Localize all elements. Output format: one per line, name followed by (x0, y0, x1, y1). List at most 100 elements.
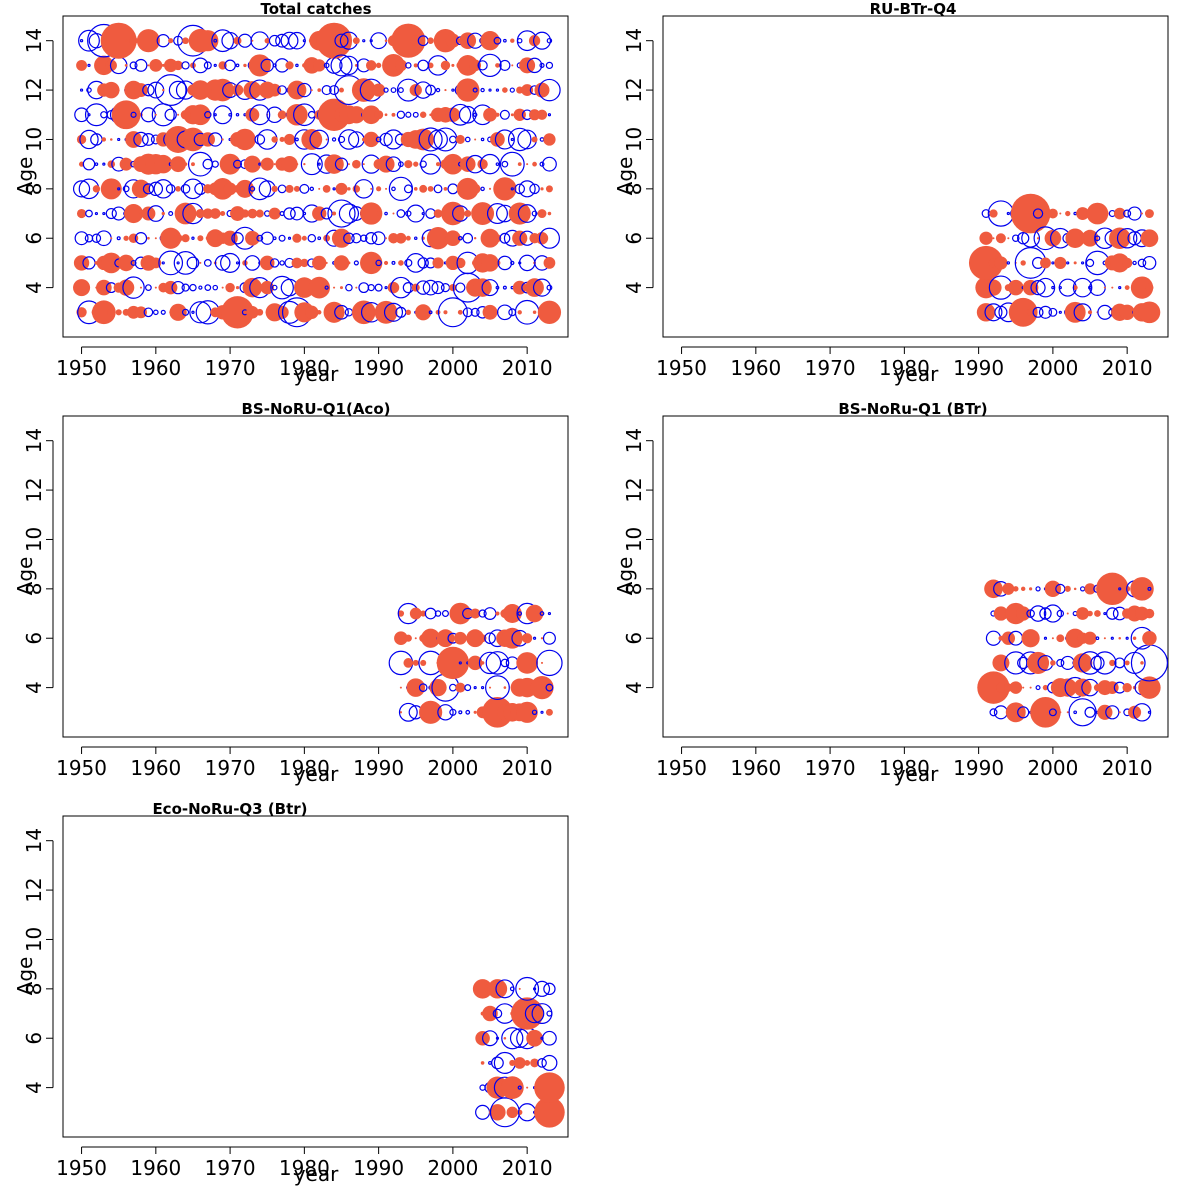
residual-bubble-negative (435, 87, 441, 93)
residual-bubble-positive (426, 227, 450, 250)
residual-bubble-positive (469, 59, 482, 72)
residual-bubble-positive (467, 655, 483, 671)
residual-bubble-positive (449, 602, 472, 625)
residual-bubble-positive (177, 113, 180, 116)
residual-bubble-positive (513, 108, 526, 121)
residual-bubble-negative (1056, 658, 1065, 667)
x-tick-label: 1980 (879, 756, 930, 780)
panel-title: BS-NoRu-Q1 (BTr) (838, 400, 987, 418)
residual-bubble-positive (303, 163, 306, 166)
residual-bubble-positive (1044, 229, 1062, 247)
plot-frame (62, 815, 569, 1138)
residual-bubble-negative (299, 183, 310, 194)
residual-bubble-positive (190, 80, 211, 100)
residual-bubble-negative (989, 708, 998, 717)
y-axis-title: Age (13, 557, 37, 596)
residual-bubble-positive (318, 187, 321, 190)
residual-bubble-negative (148, 181, 164, 197)
residual-bubble-negative (358, 282, 370, 294)
residual-bubble-positive (391, 112, 396, 117)
residual-bubble-negative (1051, 261, 1055, 265)
residual-bubble-negative (532, 31, 552, 50)
residual-bubble-positive (495, 611, 500, 616)
residual-bubble-negative (117, 187, 121, 191)
residual-bubble-positive (466, 629, 485, 648)
residual-bubble-positive (489, 686, 492, 689)
residual-bubble-positive (456, 78, 480, 102)
residual-bubble-positive (436, 646, 470, 680)
residual-bubble-positive (500, 1076, 524, 1100)
residual-bubble-negative (538, 78, 561, 102)
residual-bubble-positive (1076, 607, 1089, 620)
residual-bubble-negative (130, 259, 137, 266)
residual-bubble-negative (272, 236, 277, 241)
residual-bubble-negative (1078, 651, 1102, 675)
residual-bubble-positive (522, 633, 533, 644)
residual-bubble-positive (1097, 704, 1113, 720)
residual-bubble-negative (288, 31, 306, 50)
residual-bubble-negative (105, 207, 117, 220)
residual-bubble-positive (251, 138, 254, 141)
residual-bubble-positive (352, 159, 361, 169)
residual-bubble-negative (542, 1030, 557, 1046)
residual-bubble-negative (374, 283, 383, 292)
residual-bubble-positive (1008, 297, 1038, 327)
residual-bubble-negative (189, 301, 212, 324)
residual-bubble-negative (383, 302, 404, 322)
residual-bubble-positive (517, 1109, 523, 1115)
residual-bubble-positive (384, 113, 388, 117)
residual-bubble-positive (510, 113, 514, 117)
residual-bubble-negative (160, 309, 166, 315)
residual-bubble-negative (235, 261, 240, 265)
residual-bubble-negative (95, 230, 112, 247)
residual-bubble-positive (376, 211, 381, 216)
residual-bubble-positive (271, 136, 278, 143)
residual-bubble-positive (442, 153, 464, 175)
residual-bubble-positive (243, 63, 247, 68)
residual-bubble-positive (517, 310, 522, 315)
residual-bubble-negative (309, 186, 315, 192)
residual-bubble-positive (1087, 310, 1093, 315)
x-tick-label: 1960 (730, 356, 781, 380)
residual-bubble-positive (516, 652, 538, 674)
residual-bubble-positive (1040, 257, 1051, 269)
residual-bubble-negative (470, 307, 480, 317)
residual-bubble-positive (375, 62, 382, 69)
y-tick-label: 4 (22, 281, 46, 294)
panel-bs-noru-q1-btr: 1950 1960 1970 1980 1990 2000 2010 4 6 8 10 12 14 BS-… (613, 400, 1169, 786)
residual-bubble-negative (1090, 655, 1105, 671)
residual-bubble-positive (473, 710, 477, 714)
residual-bubble-negative (415, 280, 431, 295)
residual-bubble-positive (445, 230, 461, 247)
residual-bubble-positive (1029, 686, 1032, 689)
residual-bubble-negative (214, 255, 231, 271)
residual-bubble-negative (531, 210, 538, 217)
residual-bubble-negative (492, 1008, 503, 1019)
residual-bubble-positive (1026, 308, 1035, 317)
residual-bubble-negative (117, 137, 121, 142)
residual-bubble-negative (1142, 255, 1157, 270)
residual-bubble-positive (481, 254, 499, 272)
residual-bubble-negative (180, 184, 191, 194)
residual-bubble-negative (204, 284, 212, 291)
residual-bubble-negative (538, 227, 560, 249)
residual-bubble-positive (100, 178, 122, 200)
residual-bubble-positive (470, 608, 481, 619)
residual-bubble-positive (989, 209, 998, 218)
residual-bubble-positive (286, 104, 308, 126)
residual-bubble-positive (1130, 276, 1154, 299)
residual-bubble-positive (279, 136, 285, 143)
residual-bubble-positive (372, 83, 386, 97)
residual-bubble-positive (308, 276, 331, 299)
residual-bubble-positive (1108, 227, 1131, 249)
residual-bubble-negative (451, 88, 455, 92)
residual-bubble-positive (487, 979, 508, 999)
residual-bubble-positive (119, 157, 133, 171)
residual-bubble-positive (1059, 212, 1062, 215)
residual-bubble-negative (433, 184, 443, 194)
residual-bubble-positive (1109, 659, 1116, 667)
residual-bubble-negative (480, 186, 485, 192)
residual-bubble-positive (388, 233, 399, 244)
residual-bubble-negative (539, 62, 545, 68)
y-tick-label: 12 (22, 77, 46, 102)
